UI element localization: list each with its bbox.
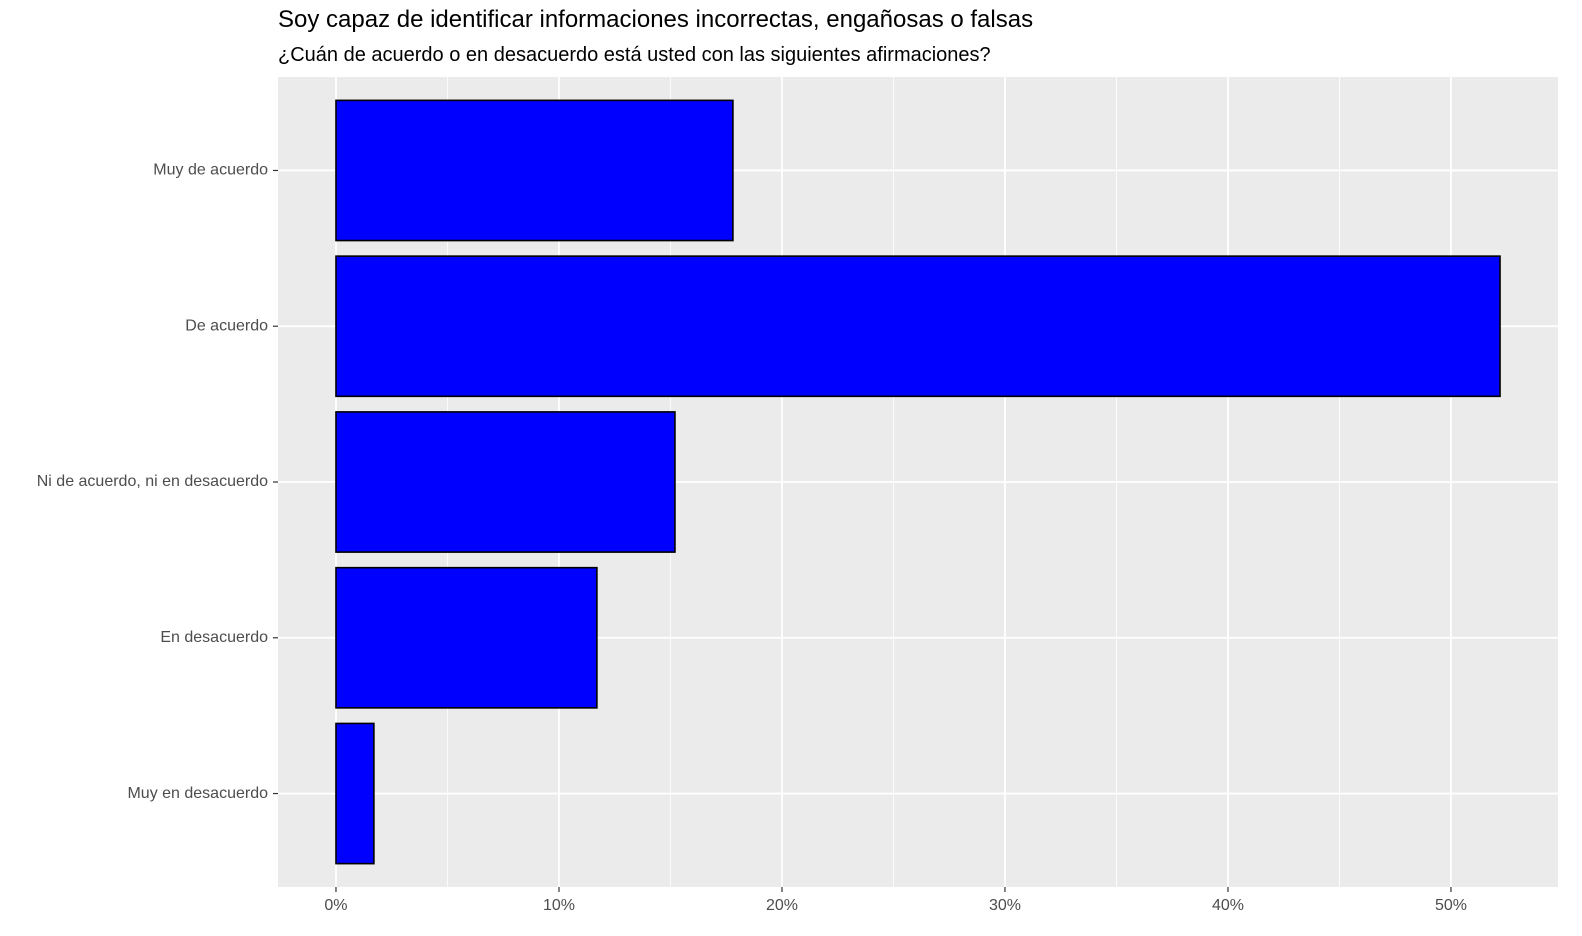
y-tick-label: Ni de acuerdo, ni en desacuerdo (37, 473, 268, 490)
y-tick-label: Muy en desacuerdo (127, 785, 268, 802)
bars (335, 99, 1501, 865)
bar (335, 99, 734, 242)
x-axis: 0% 10% 20% 30% 40% 50% (324, 887, 1467, 914)
x-tick-label: 40% (1212, 897, 1244, 914)
y-tick-label: De acuerdo (185, 317, 268, 334)
x-tick-label: 50% (1435, 897, 1467, 914)
bar (335, 255, 1501, 398)
chart-subtitle: ¿Cuán de acuerdo o en desacuerdo está us… (278, 44, 991, 66)
x-tick-label: 10% (543, 897, 575, 914)
y-tick-label: En desacuerdo (160, 629, 268, 646)
y-tick-label: Muy de acuerdo (153, 162, 268, 179)
x-tick-label: 20% (766, 897, 798, 914)
x-tick-label: 0% (324, 897, 347, 914)
y-axis: Muy de acuerdo De acuerdo Ni de acuerdo, n… (37, 162, 278, 802)
bar (335, 411, 676, 553)
bar (335, 722, 375, 865)
x-tick-label: 30% (989, 897, 1021, 914)
bar (335, 566, 598, 709)
chart-title: Soy capaz de identificar informaciones i… (278, 6, 1034, 33)
